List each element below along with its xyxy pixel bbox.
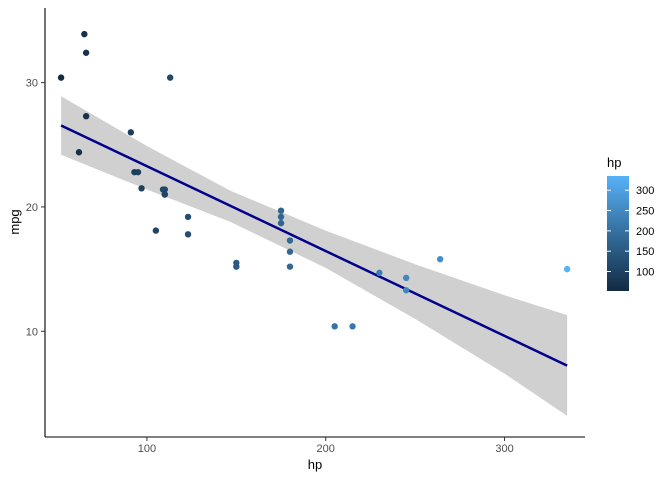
legend-ticks: 100 150 200 250 300 xyxy=(607,185,654,278)
data-point xyxy=(138,185,145,192)
data-point xyxy=(277,219,285,227)
data-point xyxy=(82,49,90,56)
regression-line xyxy=(60,124,568,367)
data-point xyxy=(57,74,65,81)
y-axis-ticks: 10 20 30 xyxy=(26,78,45,338)
x-tick-label: 100 xyxy=(138,443,156,455)
data-point xyxy=(436,255,444,263)
y-tick-label: 10 xyxy=(26,326,38,338)
data-point xyxy=(81,30,88,38)
data-point xyxy=(82,112,90,120)
data-points-layer xyxy=(57,30,571,330)
data-point xyxy=(286,263,294,270)
data-point xyxy=(161,191,169,198)
legend-title: hp xyxy=(607,155,621,170)
x-axis-ticks: 100 200 300 xyxy=(138,437,514,455)
data-point xyxy=(286,248,294,255)
confidence-band-layer xyxy=(61,96,568,416)
data-point xyxy=(402,287,410,294)
data-point xyxy=(277,207,285,214)
legend-label: 200 xyxy=(636,226,654,238)
color-legend: hp 100 150 200 250 300 xyxy=(607,155,654,291)
x-axis-title: hp xyxy=(308,457,322,472)
data-point xyxy=(233,263,240,270)
legend-label: 300 xyxy=(636,185,654,197)
data-point xyxy=(402,274,410,282)
x-tick-label: 300 xyxy=(495,443,513,455)
data-point xyxy=(349,323,356,330)
y-axis-title: mpg xyxy=(7,209,22,234)
data-point xyxy=(159,186,167,193)
legend-label: 250 xyxy=(636,206,654,218)
legend-colorbar xyxy=(607,176,629,291)
y-tick-label: 20 xyxy=(26,202,38,214)
data-point xyxy=(286,237,294,244)
data-point xyxy=(134,168,142,176)
legend-label: 100 xyxy=(636,266,654,278)
data-point xyxy=(152,227,160,234)
data-point xyxy=(75,149,83,156)
x-tick-label: 200 xyxy=(317,443,335,455)
y-tick-label: 30 xyxy=(26,78,38,90)
data-point xyxy=(331,323,338,330)
data-point xyxy=(277,213,285,221)
legend-label: 150 xyxy=(636,246,654,258)
data-point xyxy=(563,265,571,273)
confidence-band xyxy=(61,96,568,416)
regression-line-layer xyxy=(60,124,568,367)
data-point xyxy=(376,269,383,277)
data-point xyxy=(166,74,174,81)
data-point xyxy=(127,129,135,136)
data-point xyxy=(184,213,192,221)
data-point xyxy=(184,231,192,238)
